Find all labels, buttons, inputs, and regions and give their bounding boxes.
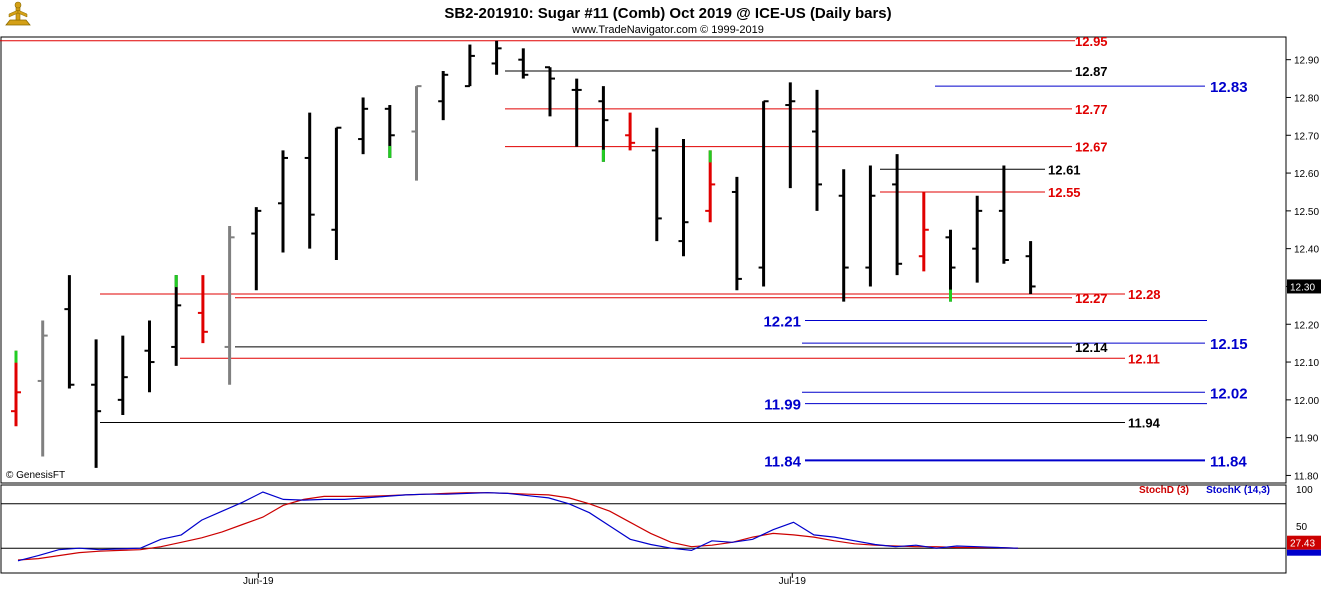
ohlc-bar [144, 320, 155, 393]
price-axis-label: 12.20 [1294, 320, 1319, 331]
level-label: 12.28 [1128, 287, 1161, 302]
price-axis-label: 12.60 [1294, 169, 1319, 180]
ohlc-bar [464, 44, 475, 88]
ohlc-bar [998, 165, 1009, 264]
price-axis-label: 12.00 [1294, 396, 1319, 407]
ohlc-bar [358, 97, 369, 155]
ohlc-bar [865, 165, 876, 287]
ohlc-bar [117, 335, 128, 415]
ohlc-bar [197, 275, 208, 344]
ohlc-bar [171, 275, 182, 366]
level-label: 12.02 [1210, 385, 1248, 402]
price-axis-label: 12.40 [1294, 245, 1319, 256]
ohlc-bar [571, 78, 582, 147]
ohlc-bar [625, 112, 636, 151]
stoch-k-last-value-box [1287, 549, 1321, 556]
ohlc-bar [1025, 241, 1036, 295]
legend-stoch-d: StochD (3) [1139, 485, 1189, 496]
price-panel [0, 36, 1287, 484]
level-label: 12.11 [1128, 351, 1160, 366]
ohlc-bar [918, 191, 929, 272]
level-label: 12.55 [1048, 185, 1081, 200]
ohlc-bar [304, 112, 315, 249]
stoch-axis-label: 100 [1296, 485, 1313, 496]
price-axis-label: 12.10 [1294, 358, 1319, 369]
level-label: 12.87 [1075, 64, 1108, 79]
ohlc-bar [438, 71, 449, 121]
legend-stoch-k: StochK (14,3) [1206, 485, 1270, 496]
price-axis-label: 12.80 [1294, 93, 1319, 104]
level-label: 12.21 [763, 313, 801, 330]
ohlc-bar [812, 89, 822, 211]
stoch-k-line [17, 491, 1019, 562]
stoch-last-value-label: 27.43 [1290, 539, 1315, 550]
ohlc-bar [91, 339, 102, 468]
stoch-d-line [17, 492, 1019, 561]
ohlc-bar [384, 105, 395, 158]
ohlc-bar [251, 207, 262, 291]
price-axis-label: 11.80 [1294, 471, 1319, 482]
ohlc-bar [411, 85, 422, 181]
level-label: 12.61 [1048, 162, 1081, 177]
ohlc-bar [11, 350, 21, 427]
stoch-last-value-box [1287, 535, 1321, 550]
ohlc-bar [598, 86, 609, 162]
ohlc-bar [518, 48, 529, 79]
level-label: 12.27 [1075, 291, 1108, 306]
price-axis-label: 12.70 [1294, 131, 1319, 142]
ohlc-bar [705, 150, 716, 223]
level-label: 11.94 [1128, 416, 1161, 431]
level-label: 12.95 [1075, 34, 1108, 49]
price-axis-label: 12.90 [1294, 56, 1319, 67]
ohlc-bar [64, 275, 75, 389]
last-price-box [1287, 279, 1321, 294]
last-price-label: 12.30 [1290, 282, 1315, 293]
price-axis-label: 12.50 [1294, 207, 1319, 218]
x-axis-label: Jul-19 [779, 576, 807, 587]
level-label: 12.14 [1075, 340, 1108, 355]
chart-subtitle: www.TradeNavigator.com © 1999-2019 [571, 24, 764, 36]
ohlc-bar [758, 100, 769, 287]
ohlc-bar [678, 139, 689, 257]
price-axis-label: 11.90 [1294, 434, 1319, 445]
chart-title: SB2-201910: Sugar #11 (Comb) Oct 2019 @ … [444, 5, 891, 22]
level-label: 12.67 [1075, 140, 1108, 155]
level-label: 11.84 [1210, 453, 1247, 470]
ohlc-bar [945, 229, 956, 302]
ohlc-bar [892, 154, 903, 276]
level-label: 12.15 [1210, 336, 1248, 353]
ohlc-bar [838, 169, 849, 302]
ohlc-bar [331, 126, 342, 260]
watermark-text: © GenesisFT [6, 470, 65, 481]
level-label: 12.77 [1075, 102, 1108, 117]
level-label: 12.83 [1210, 79, 1248, 96]
ohlc-bar [545, 66, 555, 117]
level-label: 11.84 [764, 453, 801, 470]
ohlc-bar [37, 320, 48, 457]
level-label: 11.99 [764, 397, 801, 414]
stoch-axis-label: 50 [1296, 522, 1308, 533]
ohlc-bar [491, 40, 502, 75]
ohlc-bar [651, 127, 662, 242]
trade-navigator-logo-icon [5, 1, 31, 26]
ohlc-bar [224, 225, 235, 385]
ohlc-bar [731, 176, 742, 291]
x-axis-label: Jun-19 [243, 576, 274, 587]
ohlc-bar [972, 195, 983, 283]
ohlc-bar [785, 82, 796, 189]
ohlc-bar [278, 150, 288, 253]
